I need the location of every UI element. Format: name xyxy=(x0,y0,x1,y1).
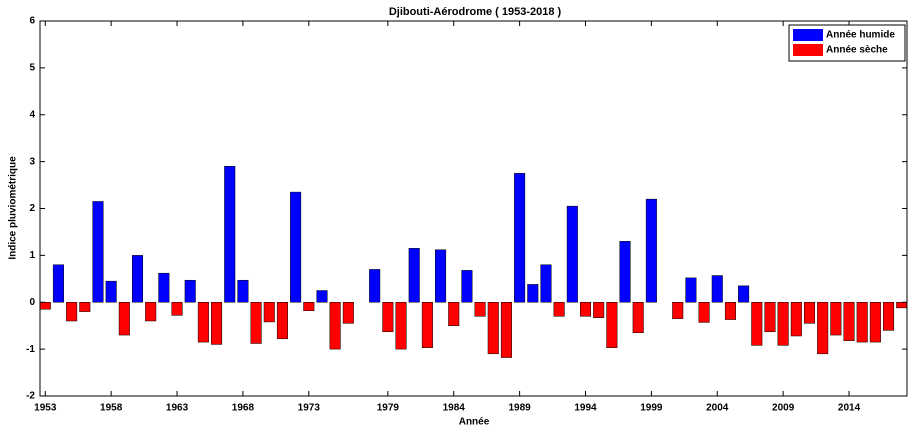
bar xyxy=(79,302,91,312)
bar xyxy=(435,249,447,303)
bar xyxy=(131,255,144,303)
bar xyxy=(724,302,736,320)
bar xyxy=(790,302,802,337)
bar xyxy=(408,248,420,303)
x-tick-label: 1958 xyxy=(100,403,123,414)
bar xyxy=(171,302,183,316)
bar xyxy=(698,302,710,323)
legend-swatch xyxy=(793,44,823,56)
bar xyxy=(843,302,855,341)
x-axis-label: Année xyxy=(459,417,490,428)
bar xyxy=(830,302,842,336)
y-tick-label: 5 xyxy=(29,63,35,74)
bar xyxy=(738,285,750,303)
bar xyxy=(632,302,644,333)
bar xyxy=(883,302,895,331)
bar xyxy=(40,302,51,310)
bar xyxy=(566,205,578,303)
bar xyxy=(303,302,315,311)
y-tick-label: -1 xyxy=(26,344,35,355)
y-tick-label: 2 xyxy=(29,203,35,214)
bar xyxy=(803,302,816,324)
bar xyxy=(579,302,592,317)
bar xyxy=(250,302,262,344)
bar xyxy=(382,302,394,333)
bar xyxy=(224,166,236,303)
x-tick-label: 1989 xyxy=(508,403,531,414)
bar xyxy=(105,280,117,303)
x-tick-label: 1979 xyxy=(377,403,400,414)
y-tick-label: 0 xyxy=(29,297,35,308)
y-tick-label: -2 xyxy=(26,391,35,402)
x-tick-label: 2004 xyxy=(706,403,729,414)
x-tick-label: 1984 xyxy=(443,403,466,414)
bars xyxy=(40,166,908,358)
bar xyxy=(685,277,697,303)
bar xyxy=(672,302,684,319)
bar xyxy=(342,302,354,324)
bar xyxy=(421,302,433,348)
bar xyxy=(751,302,763,346)
bar xyxy=(395,302,407,350)
legend-label: Année sèche xyxy=(826,45,888,56)
bar xyxy=(619,241,631,303)
bar xyxy=(500,302,512,358)
bar xyxy=(869,302,881,343)
bar xyxy=(527,284,539,303)
bar xyxy=(263,302,275,323)
bar xyxy=(606,302,618,348)
bar xyxy=(290,191,302,303)
x-tick-label: 2009 xyxy=(772,403,795,414)
x-tick-label: 1963 xyxy=(166,403,189,414)
bar xyxy=(52,264,64,303)
bar xyxy=(593,302,605,318)
x-tick-label: 1968 xyxy=(232,403,255,414)
bar xyxy=(487,302,499,355)
bar xyxy=(896,302,908,309)
legend-swatch xyxy=(793,29,823,41)
bar xyxy=(158,272,170,303)
y-tick-label: 4 xyxy=(29,109,35,120)
x-tick-label: 2014 xyxy=(838,403,861,414)
bar xyxy=(66,302,78,322)
bar xyxy=(197,302,209,343)
bar xyxy=(369,269,381,303)
bar xyxy=(474,302,486,317)
bar xyxy=(711,275,723,303)
y-tick-label: 6 xyxy=(29,16,35,27)
bar xyxy=(118,302,130,336)
bar xyxy=(817,302,829,355)
bar xyxy=(514,173,526,303)
bar xyxy=(645,198,657,303)
bar xyxy=(856,302,868,343)
bar xyxy=(764,302,776,333)
bar xyxy=(329,302,341,350)
x-tick-label: 1994 xyxy=(574,403,597,414)
y-tick-label: 3 xyxy=(29,156,35,167)
bar xyxy=(553,302,565,317)
x-tick-label: 1953 xyxy=(34,403,57,414)
bar xyxy=(92,201,104,303)
bar xyxy=(276,302,288,340)
bar xyxy=(316,290,328,303)
legend-label: Année humide xyxy=(826,30,895,41)
chart-title: Djibouti-Aérodrome ( 1953-2018 ) xyxy=(389,6,562,18)
x-tick-label: 1973 xyxy=(298,403,321,414)
y-axis-label: Indice pluviométrique xyxy=(8,156,19,260)
bar xyxy=(184,279,196,303)
bar xyxy=(237,279,249,303)
y-tick-label: 1 xyxy=(29,250,35,261)
bar xyxy=(540,264,552,303)
bar xyxy=(777,302,789,346)
bar xyxy=(448,302,460,326)
bar xyxy=(145,302,157,322)
x-tick-label: 1999 xyxy=(640,403,663,414)
bar xyxy=(461,270,473,303)
bar xyxy=(211,302,223,345)
